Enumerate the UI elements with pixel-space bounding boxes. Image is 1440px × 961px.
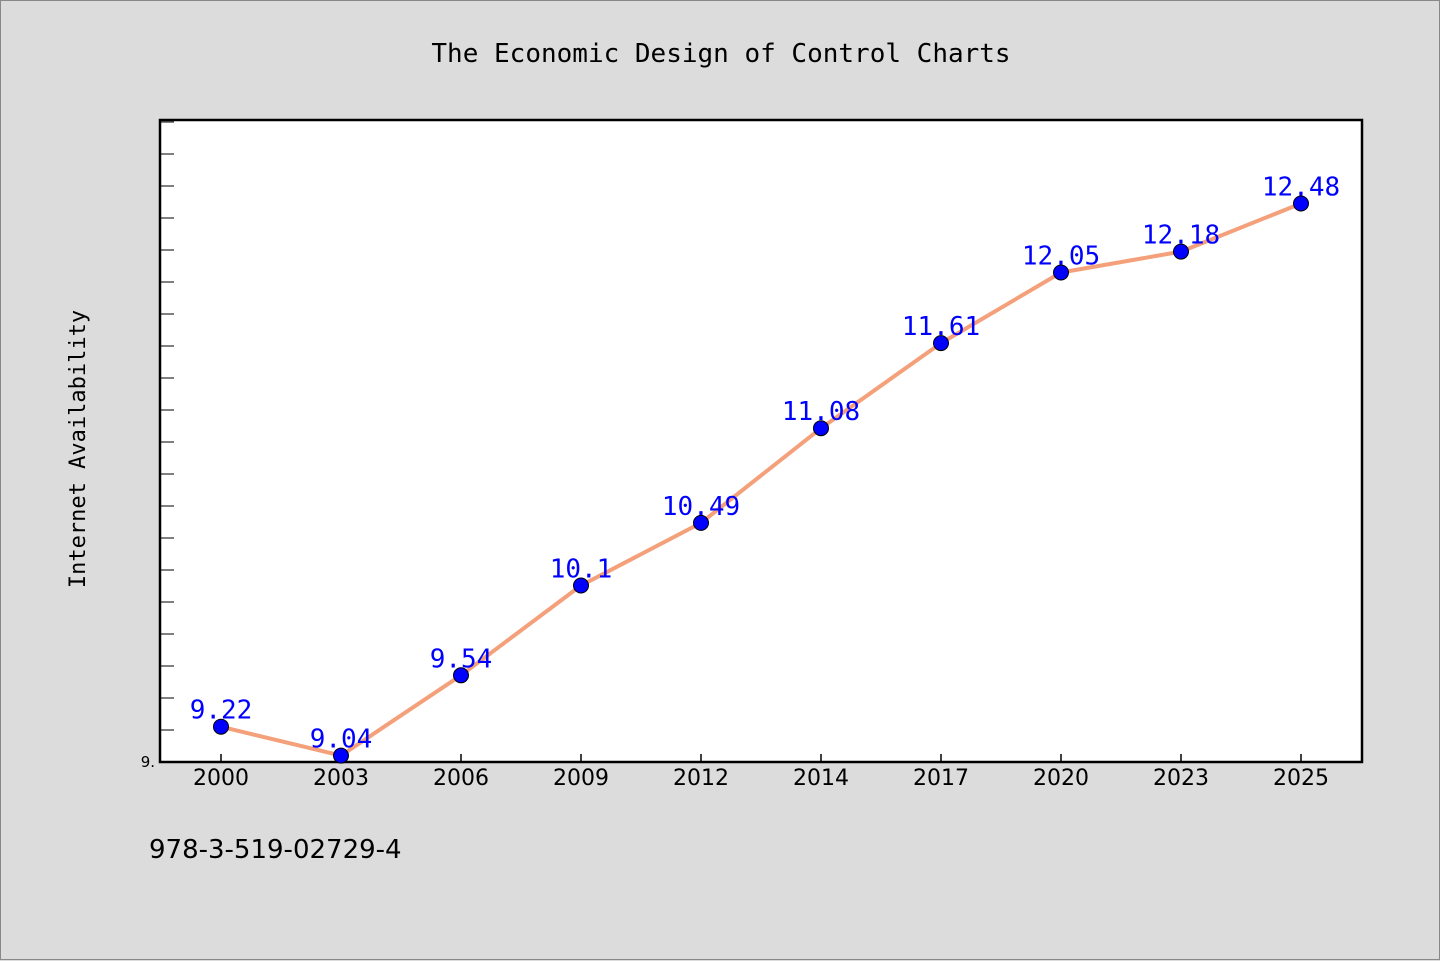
isbn-footnote: 978-3-519-02729-4 xyxy=(149,835,402,865)
data-point xyxy=(213,718,229,735)
x-tick-label: 2000 xyxy=(193,766,249,791)
data-labels: 9.22 9.04 9.54 10.1 10.49 11.08 11.61 12.05 12.1… xyxy=(190,173,1340,755)
series-line xyxy=(219,201,1303,758)
data-label: 11.61 xyxy=(902,312,980,342)
x-tick-label: 2009 xyxy=(553,766,609,791)
y-axis-ticks xyxy=(160,121,174,763)
data-label: 9.54 xyxy=(430,644,493,674)
data-label: 12.48 xyxy=(1262,173,1340,203)
data-point xyxy=(573,577,589,594)
data-label: 11.08 xyxy=(782,397,860,427)
data-label: 12.18 xyxy=(1142,221,1220,251)
data-label: 10.49 xyxy=(662,492,740,522)
data-point xyxy=(1053,264,1069,281)
data-point xyxy=(933,335,949,352)
plot-area xyxy=(158,118,1364,764)
x-tick-label: 2023 xyxy=(1153,766,1209,791)
data-point xyxy=(693,514,709,531)
x-tick-label: 2025 xyxy=(1273,766,1329,791)
data-point xyxy=(1293,195,1309,212)
data-point xyxy=(813,420,829,437)
x-tick-label: 2003 xyxy=(313,766,369,791)
x-tick-label: 2020 xyxy=(1033,766,1089,791)
x-tick-label: 2006 xyxy=(433,766,489,791)
data-label: 10.1 xyxy=(550,555,613,585)
data-label: 9.04 xyxy=(310,725,373,755)
x-tick-label: 2012 xyxy=(673,766,729,791)
y-tick-label: 9. xyxy=(141,753,155,771)
data-point xyxy=(333,747,349,764)
data-label: 9.22 xyxy=(190,696,253,726)
data-point xyxy=(1173,243,1189,260)
x-tick-label: 2014 xyxy=(793,766,849,791)
x-tick-label: 2017 xyxy=(913,766,969,791)
data-label: 12.05 xyxy=(1022,242,1100,272)
data-markers xyxy=(213,195,1309,764)
x-axis: 2000 2003 2006 2009 2012 2014 2017 2020 2023 2025 xyxy=(193,754,1329,791)
data-point xyxy=(453,667,469,684)
chart-title: The Economic Design of Control Charts xyxy=(431,39,1010,69)
y-axis-label: Internet Availability xyxy=(66,310,91,588)
